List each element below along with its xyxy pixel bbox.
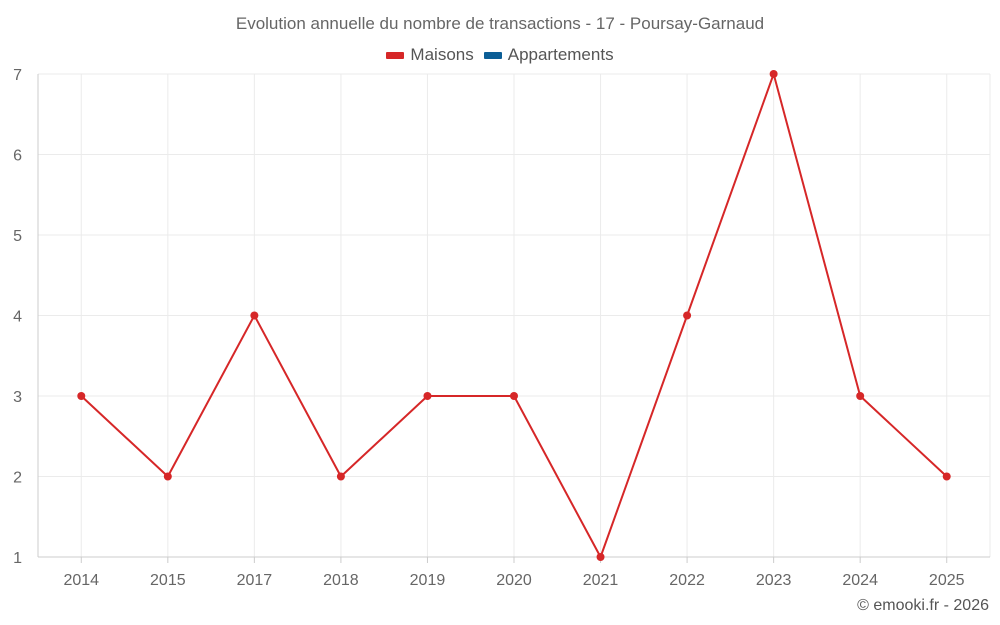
y-tick-label: 5 [13, 228, 22, 245]
legend-label-maisons: Maisons [410, 45, 474, 64]
data-point-maisons [856, 392, 865, 400]
data-point-maisons [596, 553, 605, 561]
y-tick-label: 7 [13, 67, 22, 84]
legend-item-appartements[interactable]: Appartements [483, 45, 614, 65]
x-tick-label: 2022 [669, 572, 705, 589]
x-tick-label: 2025 [929, 572, 965, 589]
y-tick-label: 3 [13, 389, 22, 406]
data-point-maisons [510, 392, 518, 400]
data-point-maisons [769, 70, 778, 78]
data-point-maisons [250, 311, 259, 320]
data-point-maisons [77, 392, 86, 400]
data-point-maisons [423, 392, 432, 400]
x-tick-label: 2019 [410, 572, 446, 589]
x-tick-label: 2024 [842, 572, 878, 589]
x-tick-label: 2015 [150, 572, 186, 589]
x-tick-label: 2017 [237, 572, 273, 589]
credit-text: © emooki.fr - 2026 [857, 597, 989, 614]
legend: Maisons Appartements [0, 45, 1000, 65]
axes [37, 74, 990, 563]
y-tick-label: 4 [13, 309, 22, 326]
y-tick-label: 2 [13, 470, 22, 487]
x-tick-label: 2014 [63, 572, 99, 589]
data-point-maisons [336, 472, 345, 481]
y-axis-ticks: 1 2 3 4 5 6 7 [13, 67, 22, 567]
legend-swatch-appartements [483, 51, 502, 59]
chart-title: Evolution annuelle du nombre de transact… [235, 14, 765, 33]
legend-item-maisons[interactable]: Maisons [386, 45, 474, 65]
legend-swatch-maisons [386, 51, 405, 59]
x-tick-label: 2020 [496, 572, 532, 589]
legend-label-appartements: Appartements [507, 45, 614, 64]
series-layer [77, 70, 951, 561]
x-tick-label: 2023 [756, 572, 792, 589]
grid [38, 73, 991, 558]
y-tick-label: 1 [13, 550, 22, 567]
y-tick-label: 6 [13, 148, 22, 165]
x-tick-label: 2018 [323, 572, 359, 589]
data-point-maisons [942, 472, 951, 481]
data-point-maisons [683, 311, 692, 320]
data-point-maisons [163, 472, 172, 481]
x-tick-label: 2021 [583, 572, 619, 589]
x-axis-ticks: 2014 2015 2017 2018 2019 2020 2021 2022 2023 2024… [63, 572, 964, 589]
